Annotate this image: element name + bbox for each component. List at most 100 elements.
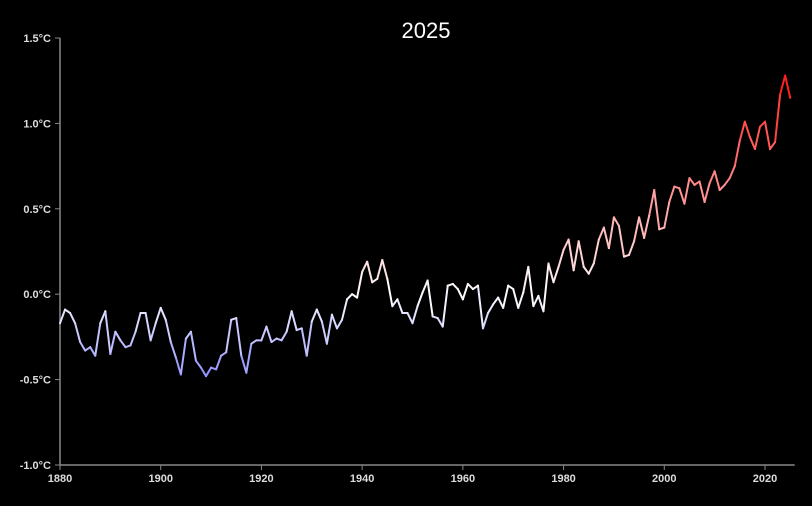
data-point [366, 260, 369, 263]
data-point [325, 342, 328, 345]
series-segment [451, 282, 459, 291]
data-point [396, 298, 399, 301]
data-point [643, 236, 646, 239]
data-point [144, 311, 147, 314]
data-point [542, 310, 545, 313]
series-segment [653, 189, 661, 231]
series-segment [582, 265, 590, 275]
data-point [698, 180, 701, 183]
data-point [537, 294, 540, 297]
series-segment [532, 294, 540, 308]
series-segment [346, 293, 354, 301]
data-point [723, 183, 726, 186]
series-segment [628, 240, 636, 256]
series-segment [280, 330, 288, 342]
series-segment [784, 74, 792, 99]
data-point [59, 322, 61, 325]
series-segment [411, 305, 419, 325]
data-point [753, 148, 756, 151]
series-segment [169, 341, 177, 359]
data-point [99, 322, 102, 325]
series-segment [718, 183, 726, 192]
data-point [215, 368, 218, 371]
data-point [210, 366, 213, 369]
series-segment [330, 313, 338, 330]
data-point [562, 248, 565, 251]
series-segment [376, 259, 384, 280]
x-tick-label: 2000 [652, 473, 676, 485]
x-tick-label: 1940 [350, 473, 374, 485]
series-segment [235, 317, 243, 357]
data-point [295, 329, 298, 332]
series-segment [633, 216, 641, 243]
series-segment [361, 260, 369, 273]
series-segment [547, 262, 555, 284]
data-point [658, 228, 661, 231]
data-point [421, 291, 424, 294]
y-tick-label: -0.5°C [20, 375, 51, 387]
series-segment [678, 187, 686, 205]
data-point [456, 288, 459, 291]
data-point [371, 281, 374, 284]
data-point [149, 339, 152, 342]
data-point [532, 305, 535, 308]
data-point [320, 320, 323, 323]
series-segment [597, 226, 605, 241]
data-point [179, 373, 182, 376]
data-point [84, 349, 87, 352]
data-point [502, 306, 505, 309]
data-point [401, 311, 404, 314]
series-segment [743, 120, 751, 139]
series-segment [779, 74, 787, 96]
data-point [638, 216, 641, 219]
series-segment [668, 185, 676, 203]
series-segment [426, 279, 434, 318]
data-point [104, 310, 107, 313]
series-segment [179, 337, 187, 376]
series-segment [441, 284, 449, 328]
series-segment [487, 303, 495, 314]
series-segment [557, 248, 565, 268]
series-segment [728, 165, 736, 180]
x-tick-label: 1980 [551, 473, 575, 485]
series-segment [250, 339, 258, 345]
data-point [154, 322, 157, 325]
series-segment [59, 308, 67, 325]
data-point [522, 291, 525, 294]
series-segment [119, 339, 127, 349]
series-segment [708, 170, 716, 185]
series-segment [592, 238, 600, 265]
series-segment [512, 288, 520, 309]
series-segment [416, 291, 424, 308]
data-point [174, 356, 177, 359]
y-tick-label: 0.5°C [23, 204, 51, 216]
data-point [225, 351, 228, 354]
data-point [79, 341, 82, 344]
data-point [617, 224, 620, 227]
data-point [512, 288, 515, 291]
x-tick-label: 1880 [48, 473, 72, 485]
y-tick-label: 1.5°C [23, 33, 51, 45]
data-point [769, 148, 772, 151]
data-point [587, 272, 590, 275]
data-point [335, 327, 338, 330]
data-point [119, 339, 122, 342]
series-segment [290, 310, 298, 332]
data-point [330, 313, 333, 316]
y-tick-label: -1.0°C [20, 460, 51, 472]
data-point [235, 317, 238, 320]
data-point [648, 214, 651, 217]
data-point [592, 262, 595, 265]
series-segment [184, 330, 192, 340]
data-point [310, 320, 313, 323]
data-point [482, 327, 484, 330]
data-point [109, 352, 112, 355]
data-point [582, 265, 585, 268]
data-point [718, 189, 721, 192]
data-point [280, 339, 283, 342]
series-segment [748, 136, 756, 151]
series-segment [386, 277, 394, 308]
data-point [240, 354, 243, 357]
data-point [89, 346, 92, 349]
